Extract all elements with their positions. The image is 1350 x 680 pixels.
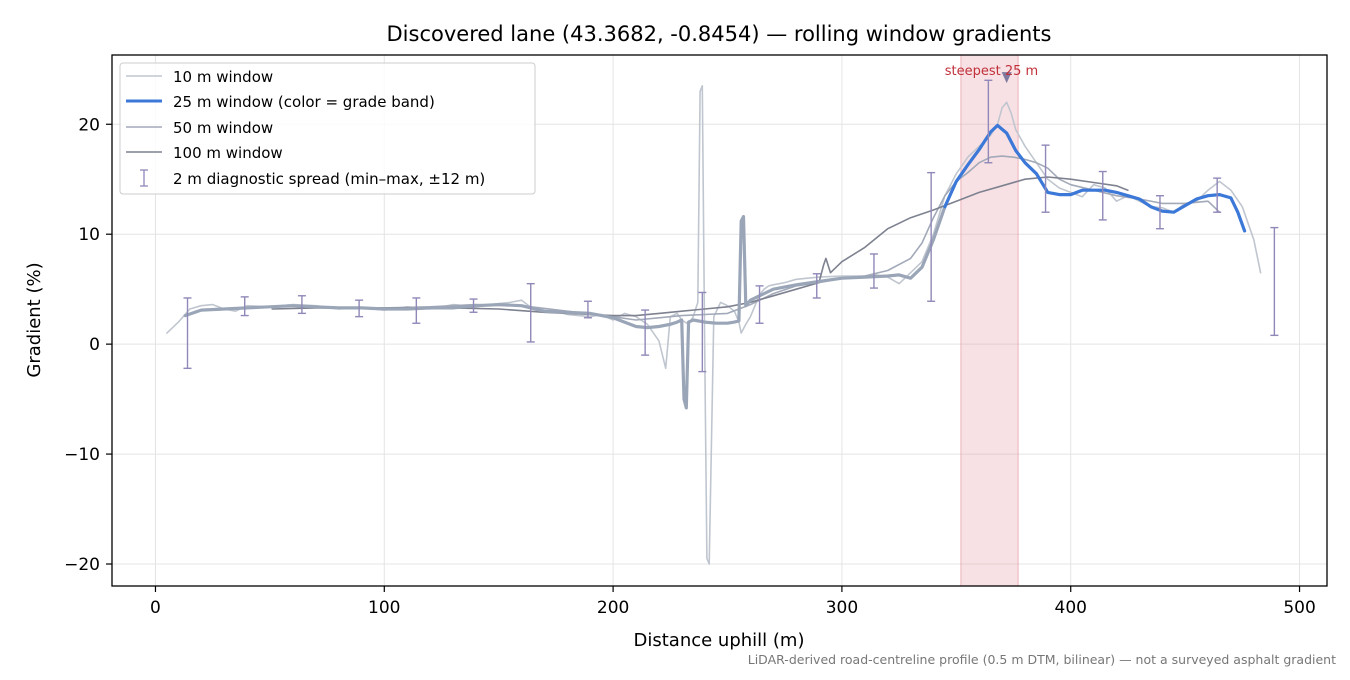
spread-errorbar	[1098, 170, 1107, 221]
chart-title: Discovered lane (43.3682, -0.8454) — rol…	[387, 22, 1052, 46]
legend-label-w50: 50 m window	[173, 119, 273, 137]
legend-label-w10: 10 m window	[173, 68, 273, 86]
legend-box	[119, 62, 536, 195]
legend-label-w100: 100 m window	[173, 144, 283, 162]
y-tick-label: −20	[64, 555, 100, 575]
legend-swatch-spread	[140, 169, 148, 187]
y-tick-label: 10	[78, 225, 100, 245]
series-line-w25-steep	[943, 123, 1247, 233]
steepest-label: steepest 25 m	[945, 64, 1038, 79]
footnote: LiDAR-derived road-centreline profile (0…	[748, 652, 1336, 667]
y-axis-label: Gradient (%)	[24, 262, 45, 377]
spread-errorbar	[526, 282, 535, 343]
y-axis-ticks: −20 −10 0 10 20	[64, 115, 112, 575]
spread-errorbar	[1270, 226, 1279, 337]
annotations: steepest 25 m	[945, 64, 1038, 84]
legend-label-spread: 2 m diagnostic spread (min–max, ±12 m)	[173, 170, 485, 188]
spread-errorbar	[984, 79, 993, 164]
legend-label-w25: 25 m window (color = grade band)	[173, 93, 435, 111]
x-tick-label: 300	[826, 598, 858, 618]
y-tick-label: 0	[89, 335, 100, 355]
spread-errorbar	[469, 298, 478, 313]
spread-errorbar	[183, 297, 192, 370]
y-tick-label: −10	[64, 445, 100, 465]
spread-errorbar	[927, 171, 936, 302]
spread-errorbar	[755, 285, 764, 324]
spread-errorbar	[812, 273, 821, 299]
spread-errorbars	[183, 79, 1279, 373]
spread-errorbar	[1041, 144, 1050, 213]
y-tick-label: 20	[78, 115, 100, 135]
spread-errorbar	[1213, 177, 1222, 213]
spread-errorbar	[698, 291, 707, 373]
spread-errorbar	[297, 295, 306, 315]
spread-errorbar	[583, 300, 592, 319]
steepest-marker-icon	[1001, 72, 1012, 84]
spread-errorbar	[412, 297, 421, 324]
spread-errorbar	[869, 253, 878, 289]
plot-frame	[111, 54, 1328, 587]
legend: 10 m window 25 m window (color = grade b…	[119, 62, 536, 195]
x-axis-ticks: 0 100 200 300 400 500	[150, 586, 1316, 618]
steepest-band	[960, 54, 1019, 587]
spread-errorbar	[1155, 195, 1164, 230]
series-lines	[166, 85, 1262, 565]
x-tick-label: 200	[597, 598, 629, 618]
x-tick-label: 500	[1283, 598, 1315, 618]
spread-errorbar	[240, 296, 249, 317]
x-tick-label: 0	[150, 598, 161, 618]
spread-errorbar	[641, 309, 650, 356]
series-line-w25-low	[183, 205, 947, 410]
x-tick-label: 400	[1055, 598, 1087, 618]
x-axis-label: Distance uphill (m)	[634, 630, 805, 651]
x-tick-label: 100	[368, 598, 400, 618]
spread-errorbar	[355, 299, 364, 318]
steepest-band-rect	[960, 54, 1019, 587]
